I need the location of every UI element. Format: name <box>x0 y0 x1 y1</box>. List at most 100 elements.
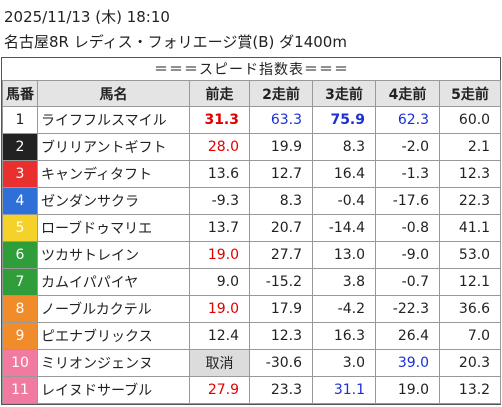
horse-number: 3 <box>2 160 38 188</box>
speed-table-box: ＝＝＝スピード指数表＝＝＝ 馬番 馬名 前走 2走前 3走前 4走前 5走前 1 ライフフルス… <box>1 57 502 405</box>
horse-row: 10 ミリオンジェンヌ 取消 -30.6 3.0 39.0 20.3 <box>2 349 502 377</box>
speed-index: 27.9 <box>189 376 250 404</box>
speed-index: 13.2 <box>438 376 502 404</box>
speed-index: 3.8 <box>312 268 376 296</box>
speed-index: 7.0 <box>438 322 502 350</box>
horse-name: ノーブルカクテル <box>37 295 190 323</box>
speed-index: 16.3 <box>312 322 376 350</box>
speed-index: 31.3 <box>189 106 250 134</box>
horse-name: ツカサトレイン <box>37 241 190 269</box>
speed-index: -4.2 <box>312 295 376 323</box>
horse-row: 7 カムイパパイヤ 9.0 -15.2 3.8 -0.7 12.1 <box>2 268 502 296</box>
horse-number: 8 <box>2 295 38 323</box>
datetime: 2025/11/13 (木) 18:10 <box>4 8 170 26</box>
speed-index: 60.0 <box>438 106 502 134</box>
speed-index: 17.9 <box>249 295 313 323</box>
speed-index: 36.6 <box>438 295 502 323</box>
column-header: 4走前 <box>375 80 440 107</box>
speed-index: 8.3 <box>312 133 376 161</box>
speed-index: 27.7 <box>249 241 313 269</box>
speed-index: 9.0 <box>189 268 250 296</box>
speed-index: -22.3 <box>375 295 440 323</box>
horse-number: 7 <box>2 268 38 296</box>
table-title: ＝＝＝スピード指数表＝＝＝ <box>2 58 501 81</box>
speed-index: 28.0 <box>189 133 250 161</box>
horse-number: 10 <box>2 349 38 377</box>
speed-index: 2.1 <box>438 133 502 161</box>
horse-number: 6 <box>2 241 38 269</box>
speed-index: 12.3 <box>438 160 502 188</box>
speed-index: 63.3 <box>249 106 313 134</box>
horse-row: 6 ツカサトレイン 19.0 27.7 13.0 -9.0 53.0 <box>2 241 502 269</box>
horse-row: 4 ゼンダンサクラ -9.3 8.3 -0.4 -17.6 22.3 <box>2 187 502 215</box>
speed-index: 19.0 <box>189 295 250 323</box>
speed-index: 53.0 <box>438 241 502 269</box>
speed-index: 39.0 <box>375 349 440 377</box>
speed-table: ＝＝＝スピード指数表＝＝＝ 馬番 馬名 前走 2走前 3走前 4走前 5走前 1 ライフフルス… <box>2 58 502 404</box>
speed-index: 3.0 <box>312 349 376 377</box>
speed-index: -1.3 <box>375 160 440 188</box>
speed-index: 13.0 <box>312 241 376 269</box>
speed-index: 22.3 <box>438 187 502 215</box>
speed-index: -9.3 <box>189 187 250 215</box>
speed-index: 13.6 <box>189 160 250 188</box>
speed-index: -14.4 <box>312 214 376 242</box>
horse-number: 11 <box>2 376 38 404</box>
speed-index: -2.0 <box>375 133 440 161</box>
speed-index: 23.3 <box>249 376 313 404</box>
horse-number: 5 <box>2 214 38 242</box>
horse-row: 3 キャンディタフト 13.6 12.7 16.4 -1.3 12.3 <box>2 160 502 188</box>
column-header: 馬名 <box>37 80 190 107</box>
column-header: 前走 <box>189 80 250 107</box>
horse-name: ピエナブリックス <box>37 322 190 350</box>
horse-name: ミリオンジェンヌ <box>37 349 190 377</box>
header-row: 馬番 馬名 前走 2走前 3走前 4走前 5走前 <box>2 80 502 107</box>
column-header: 馬番 <box>2 80 38 107</box>
horse-row: 5 ローブドゥマリエ 13.7 20.7 -14.4 -0.8 41.1 <box>2 214 502 242</box>
speed-index: 12.1 <box>438 268 502 296</box>
speed-index: 62.3 <box>375 106 440 134</box>
column-header: 2走前 <box>249 80 313 107</box>
horse-name: ローブドゥマリエ <box>37 214 190 242</box>
horse-row: 9 ピエナブリックス 12.4 12.3 16.3 26.4 7.0 <box>2 322 502 350</box>
speed-index: 取消 <box>189 349 250 377</box>
speed-index: 12.3 <box>249 322 313 350</box>
speed-index: 20.7 <box>249 214 313 242</box>
speed-index: 8.3 <box>249 187 313 215</box>
speed-index: 16.4 <box>312 160 376 188</box>
speed-index: -0.7 <box>375 268 440 296</box>
horse-name: ブリリアントギフト <box>37 133 190 161</box>
speed-index: -30.6 <box>249 349 313 377</box>
speed-index: -0.4 <box>312 187 376 215</box>
race-title: 名古屋8R レディス・フォリエージ賞(B) ダ1400m <box>4 33 347 51</box>
horse-number: 1 <box>2 106 38 134</box>
speed-index: -9.0 <box>375 241 440 269</box>
horse-name: レイヌドサーブル <box>37 376 190 404</box>
horse-name: キャンディタフト <box>37 160 190 188</box>
horse-number: 4 <box>2 187 38 215</box>
horse-row: 2 ブリリアントギフト 28.0 19.9 8.3 -2.0 2.1 <box>2 133 502 161</box>
column-header: 3走前 <box>312 80 376 107</box>
horse-name: ゼンダンサクラ <box>37 187 190 215</box>
column-header: 5走前 <box>438 80 502 107</box>
horse-number: 9 <box>2 322 38 350</box>
speed-index: -15.2 <box>249 268 313 296</box>
horse-name: ライフフルスマイル <box>37 106 190 134</box>
speed-index: 31.1 <box>312 376 376 404</box>
speed-index: 19.0 <box>375 376 440 404</box>
speed-index: 26.4 <box>375 322 440 350</box>
horse-row: 1 ライフフルスマイル 31.3 63.3 75.9 62.3 60.0 <box>2 106 502 134</box>
speed-index: -17.6 <box>375 187 440 215</box>
horse-number: 2 <box>2 133 38 161</box>
speed-index: -0.8 <box>375 214 440 242</box>
speed-index: 75.9 <box>312 106 376 134</box>
speed-index: 12.7 <box>249 160 313 188</box>
speed-index: 19.9 <box>249 133 313 161</box>
horse-row: 11 レイヌドサーブル 27.9 23.3 31.1 19.0 13.2 <box>2 376 502 404</box>
speed-index: 19.0 <box>189 241 250 269</box>
speed-index: 13.7 <box>189 214 250 242</box>
speed-index: 12.4 <box>189 322 250 350</box>
speed-index: 41.1 <box>438 214 502 242</box>
horse-name: カムイパパイヤ <box>37 268 190 296</box>
